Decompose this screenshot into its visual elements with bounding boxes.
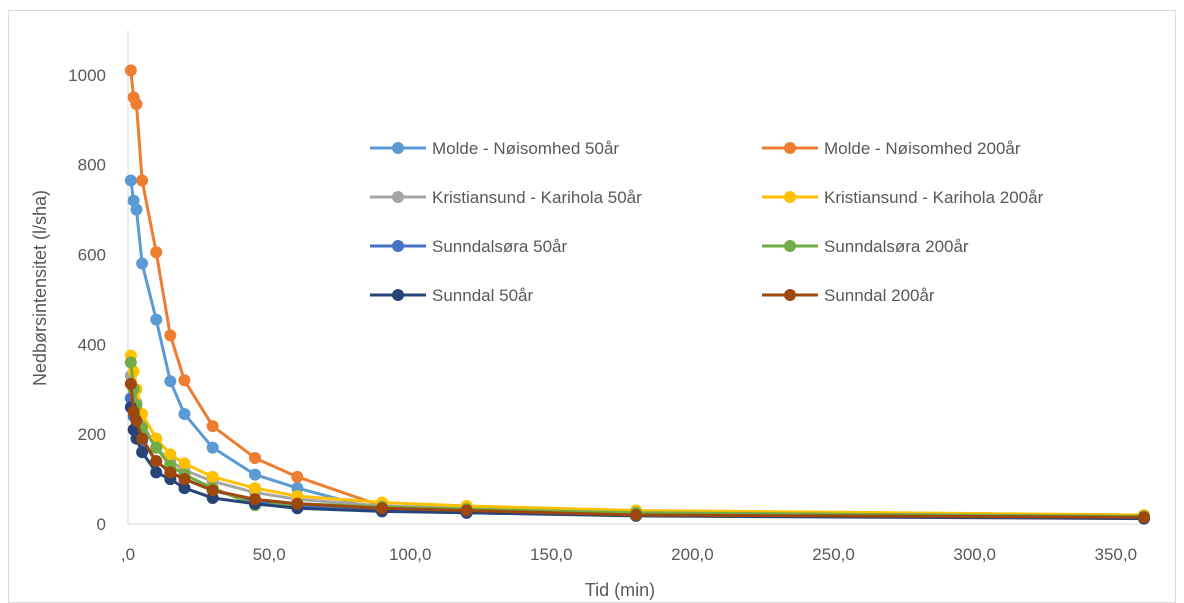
data-point — [206, 484, 219, 497]
data-point — [164, 329, 177, 342]
data-point — [136, 446, 149, 459]
legend-label: Sunndal 200år — [824, 286, 935, 305]
x-tick-label: 250,0 — [812, 545, 855, 564]
legend-label: Sunndalsøra 50år — [432, 237, 567, 256]
series-7 — [124, 377, 1150, 524]
data-point — [130, 414, 143, 427]
data-point — [630, 509, 642, 522]
y-tick-label: 400 — [78, 335, 106, 354]
legend-marker — [392, 240, 404, 252]
legend-marker — [784, 289, 796, 301]
data-point — [164, 448, 177, 461]
x-tick-label: 50,0 — [253, 545, 286, 564]
data-point — [136, 257, 149, 270]
series-line — [129, 398, 1145, 520]
data-point — [178, 482, 191, 495]
data-point — [130, 203, 143, 216]
data-point — [150, 313, 163, 326]
y-tick-label: 800 — [78, 156, 106, 175]
y-tick-label: 600 — [78, 246, 106, 265]
legend: Molde - Nøisomhed 50år Molde - Nøisomhed … — [370, 139, 1044, 305]
data-point — [136, 432, 149, 445]
legend-label: Molde - Nøisomhed 50år — [432, 139, 619, 158]
series-layer — [124, 64, 1150, 525]
x-tick-labels: ,0 50,0 100,0 150,0 200,0 250,0 300,0 350,0 — [121, 545, 1137, 564]
series-line — [129, 355, 1145, 517]
legend-label: Kristiansund - Karihola 200år — [824, 188, 1044, 207]
x-tick-label: 300,0 — [953, 545, 996, 564]
legend-marker — [392, 142, 404, 154]
legend-item: Molde - Nøisomhed 50år — [370, 139, 619, 158]
series-line — [129, 70, 1145, 518]
data-point — [150, 466, 163, 479]
x-tick-label: 350,0 — [1095, 545, 1138, 564]
series-1 — [124, 64, 1150, 523]
data-point — [150, 455, 163, 468]
data-point — [178, 473, 191, 486]
data-point — [130, 98, 143, 111]
data-point — [291, 497, 304, 510]
data-point — [1138, 511, 1150, 524]
data-point — [206, 441, 219, 454]
series-line — [129, 375, 1145, 519]
legend-marker — [784, 240, 796, 252]
data-point — [150, 441, 163, 454]
legend-marker — [392, 289, 404, 301]
legend-item: Sunndalsøra 200år — [762, 237, 969, 256]
data-point — [206, 420, 219, 433]
data-point — [460, 504, 473, 517]
data-point — [178, 407, 191, 420]
chart-frame — [8, 10, 1176, 603]
x-tick-label: 150,0 — [530, 545, 573, 564]
legend-item: Kristiansund - Karihola 200år — [762, 188, 1044, 207]
legend-label: Sunndal 50år — [432, 286, 533, 305]
data-point — [124, 356, 137, 369]
data-point — [178, 457, 191, 470]
plot-area: 0 200 400 600 800 1000 ,0 50,0 100,0 150,0 200,0 2… — [68, 30, 1150, 564]
series-2 — [124, 369, 1150, 523]
y-tick-label: 200 — [78, 425, 106, 444]
legend-item: Sunndalsøra 50år — [370, 237, 567, 256]
legend-marker — [784, 142, 796, 154]
legend-label: Molde - Nøisomhed 200år — [824, 139, 1021, 158]
legend-marker — [784, 191, 796, 203]
x-tick-label: 200,0 — [671, 545, 714, 564]
data-point — [124, 377, 137, 390]
data-point — [164, 466, 177, 479]
y-tick-label: 1000 — [68, 66, 106, 85]
y-tick-label: 0 — [97, 515, 106, 534]
x-axis-title: Tid (min) — [585, 580, 655, 600]
data-point — [291, 470, 304, 483]
y-axis-title: Nedbørsintensitet (l/sha) — [30, 190, 50, 386]
data-point — [150, 246, 163, 259]
legend-item: Molde - Nøisomhed 200år — [762, 139, 1021, 158]
legend-label: Kristiansund - Karihola 50år — [432, 188, 642, 207]
legend-item: Sunndal 200år — [762, 286, 935, 305]
series-line — [129, 180, 1145, 520]
legend-marker — [392, 191, 404, 203]
legend-label: Sunndalsøra 200år — [824, 237, 969, 256]
data-point — [164, 375, 177, 388]
data-point — [249, 493, 261, 506]
series-0 — [124, 174, 1150, 525]
legend-item: Kristiansund - Karihola 50år — [370, 188, 642, 207]
data-point — [124, 64, 137, 77]
legend-item: Sunndal 50år — [370, 286, 533, 305]
x-tick-label: ,0 — [121, 545, 135, 564]
x-tick-label: 100,0 — [389, 545, 432, 564]
data-point — [249, 468, 261, 481]
data-point — [178, 374, 191, 387]
data-point — [124, 174, 137, 187]
data-point — [249, 451, 261, 464]
y-tick-labels: 0 200 400 600 800 1000 — [68, 66, 106, 534]
data-point — [136, 174, 149, 187]
data-point — [206, 470, 219, 483]
data-point — [376, 502, 388, 515]
data-point — [249, 482, 261, 495]
